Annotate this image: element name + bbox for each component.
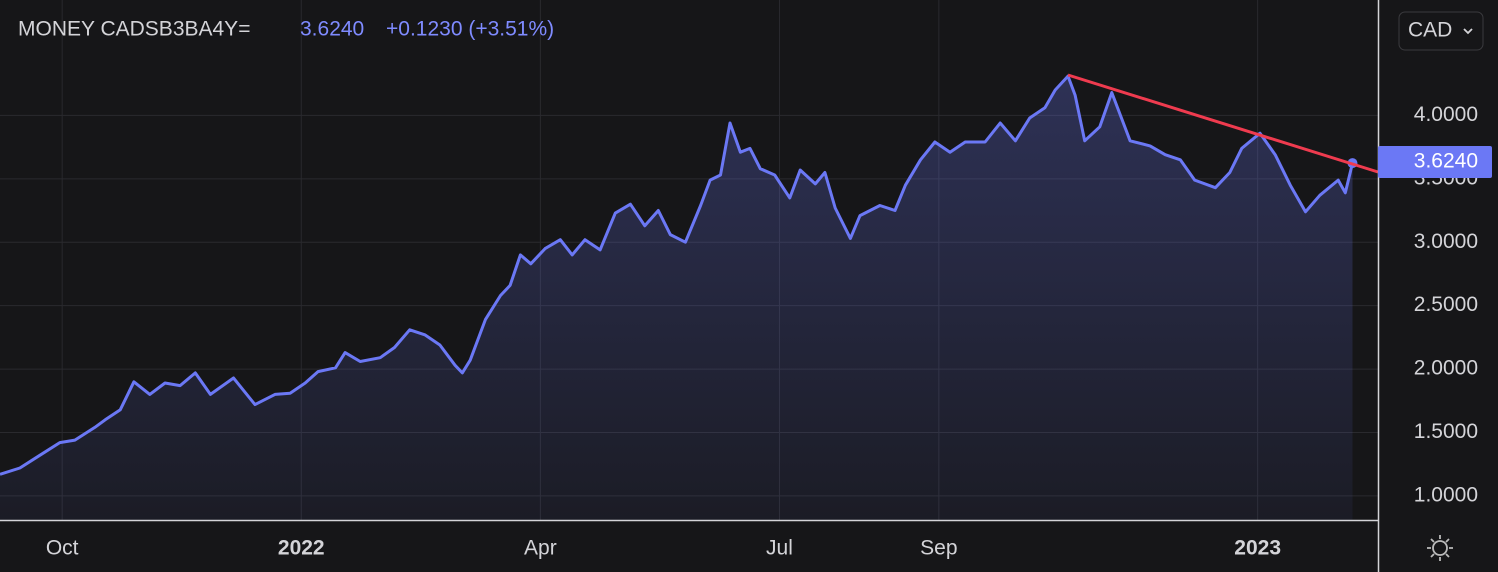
- labels: 1.00001.50002.00002.50003.00003.50004.00…: [46, 103, 1478, 560]
- chevron[interactable]: [1463, 28, 1473, 35]
- x-tick-label: Apr: [524, 537, 557, 560]
- price-label-box: [1378, 146, 1492, 178]
- x-tick-label: Oct: [46, 537, 79, 560]
- trend-line: [1067, 73, 1379, 174]
- currency-label[interactable]: CAD: [1408, 19, 1452, 42]
- x-tick-label: 2023: [1234, 537, 1281, 560]
- line: [0, 74, 1354, 476]
- y-tick-label: 1.0000: [1414, 483, 1478, 506]
- y-tick-label: 2.0000: [1414, 357, 1478, 380]
- currency-button-box[interactable]: [1398, 11, 1484, 51]
- area: [0, 76, 1353, 520]
- x-tick-label: Jul: [766, 537, 793, 560]
- y-tick-label: 3.0000: [1414, 230, 1478, 253]
- symbol: MONEY CADSB3BA4Y=: [18, 18, 250, 41]
- plot: [0, 74, 1358, 520]
- price-label: 3.6240: [1414, 150, 1478, 173]
- header-change: +0.1230 (+3.51%): [386, 18, 554, 41]
- gear-teeth[interactable]: [1427, 535, 1453, 561]
- x-tick-label: Sep: [920, 537, 957, 560]
- x-tick-label: 2022: [278, 537, 325, 560]
- y-tick-label: 4.0000: [1414, 103, 1478, 126]
- currency-button[interactable]: CAD: [1398, 11, 1484, 51]
- y-tick-label: 1.5000: [1414, 420, 1478, 443]
- settings-icon[interactable]: [1427, 535, 1453, 561]
- gear-ring[interactable]: [1432, 540, 1448, 556]
- y-tick-label: 2.5000: [1414, 293, 1478, 316]
- header-price: 3.6240: [300, 18, 364, 41]
